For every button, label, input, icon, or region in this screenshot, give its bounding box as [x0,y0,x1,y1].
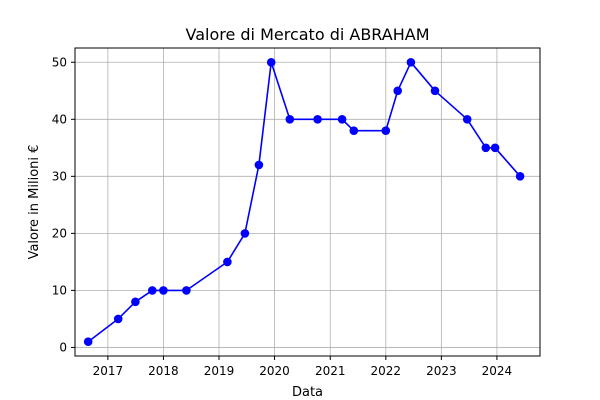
data-point [240,229,250,238]
data-point [313,115,322,124]
y-axis-label: Valore in Milioni € [27,145,42,260]
y-tick-label: 50 [52,55,67,69]
x-tick-label: 2023 [426,364,457,378]
x-tick-label: 2018 [148,364,179,378]
y-tick-label: 40 [52,112,67,126]
data-point [337,115,347,124]
data-point [254,160,264,170]
data-point [349,126,359,135]
data-point [393,86,403,96]
data-point [83,337,93,347]
data-point [430,86,440,96]
x-tick-label: 2021 [315,364,346,378]
data-point [223,257,232,267]
grid [75,48,540,356]
y-tick-label: 10 [52,283,67,297]
x-axis-label: Data [292,385,323,400]
data-point [148,286,157,295]
series-line [87,61,521,343]
x-tick-label: 2020 [259,364,290,378]
x-tick-label: 2024 [482,364,513,378]
data-point [515,172,525,181]
x-tick-label: 2022 [371,364,402,378]
data-point [462,115,472,124]
data-point [490,143,500,153]
y-tick-label: 0 [59,340,67,354]
chart-title: Valore di Mercato di ABRAHAM [185,25,429,44]
x-tick-label: 2019 [204,364,235,378]
y-tick-label: 30 [52,169,67,183]
data-point [113,314,123,324]
data-point [481,143,491,153]
x-tick-label: 2017 [93,364,124,378]
y-axis-ticks: 0 10 20 30 40 50 [52,55,75,354]
data-point [381,126,391,135]
series [83,58,525,347]
data-point [266,58,276,67]
data-point [182,286,191,295]
y-tick-label: 20 [52,226,67,240]
data-point [406,58,416,67]
data-point [131,297,140,307]
x-axis-ticks: 2017 2018 2019 2020 2021 2022 2023 2024 [93,356,513,378]
data-point [159,286,168,295]
data-point [285,115,295,124]
plot-area-frame [74,47,541,357]
